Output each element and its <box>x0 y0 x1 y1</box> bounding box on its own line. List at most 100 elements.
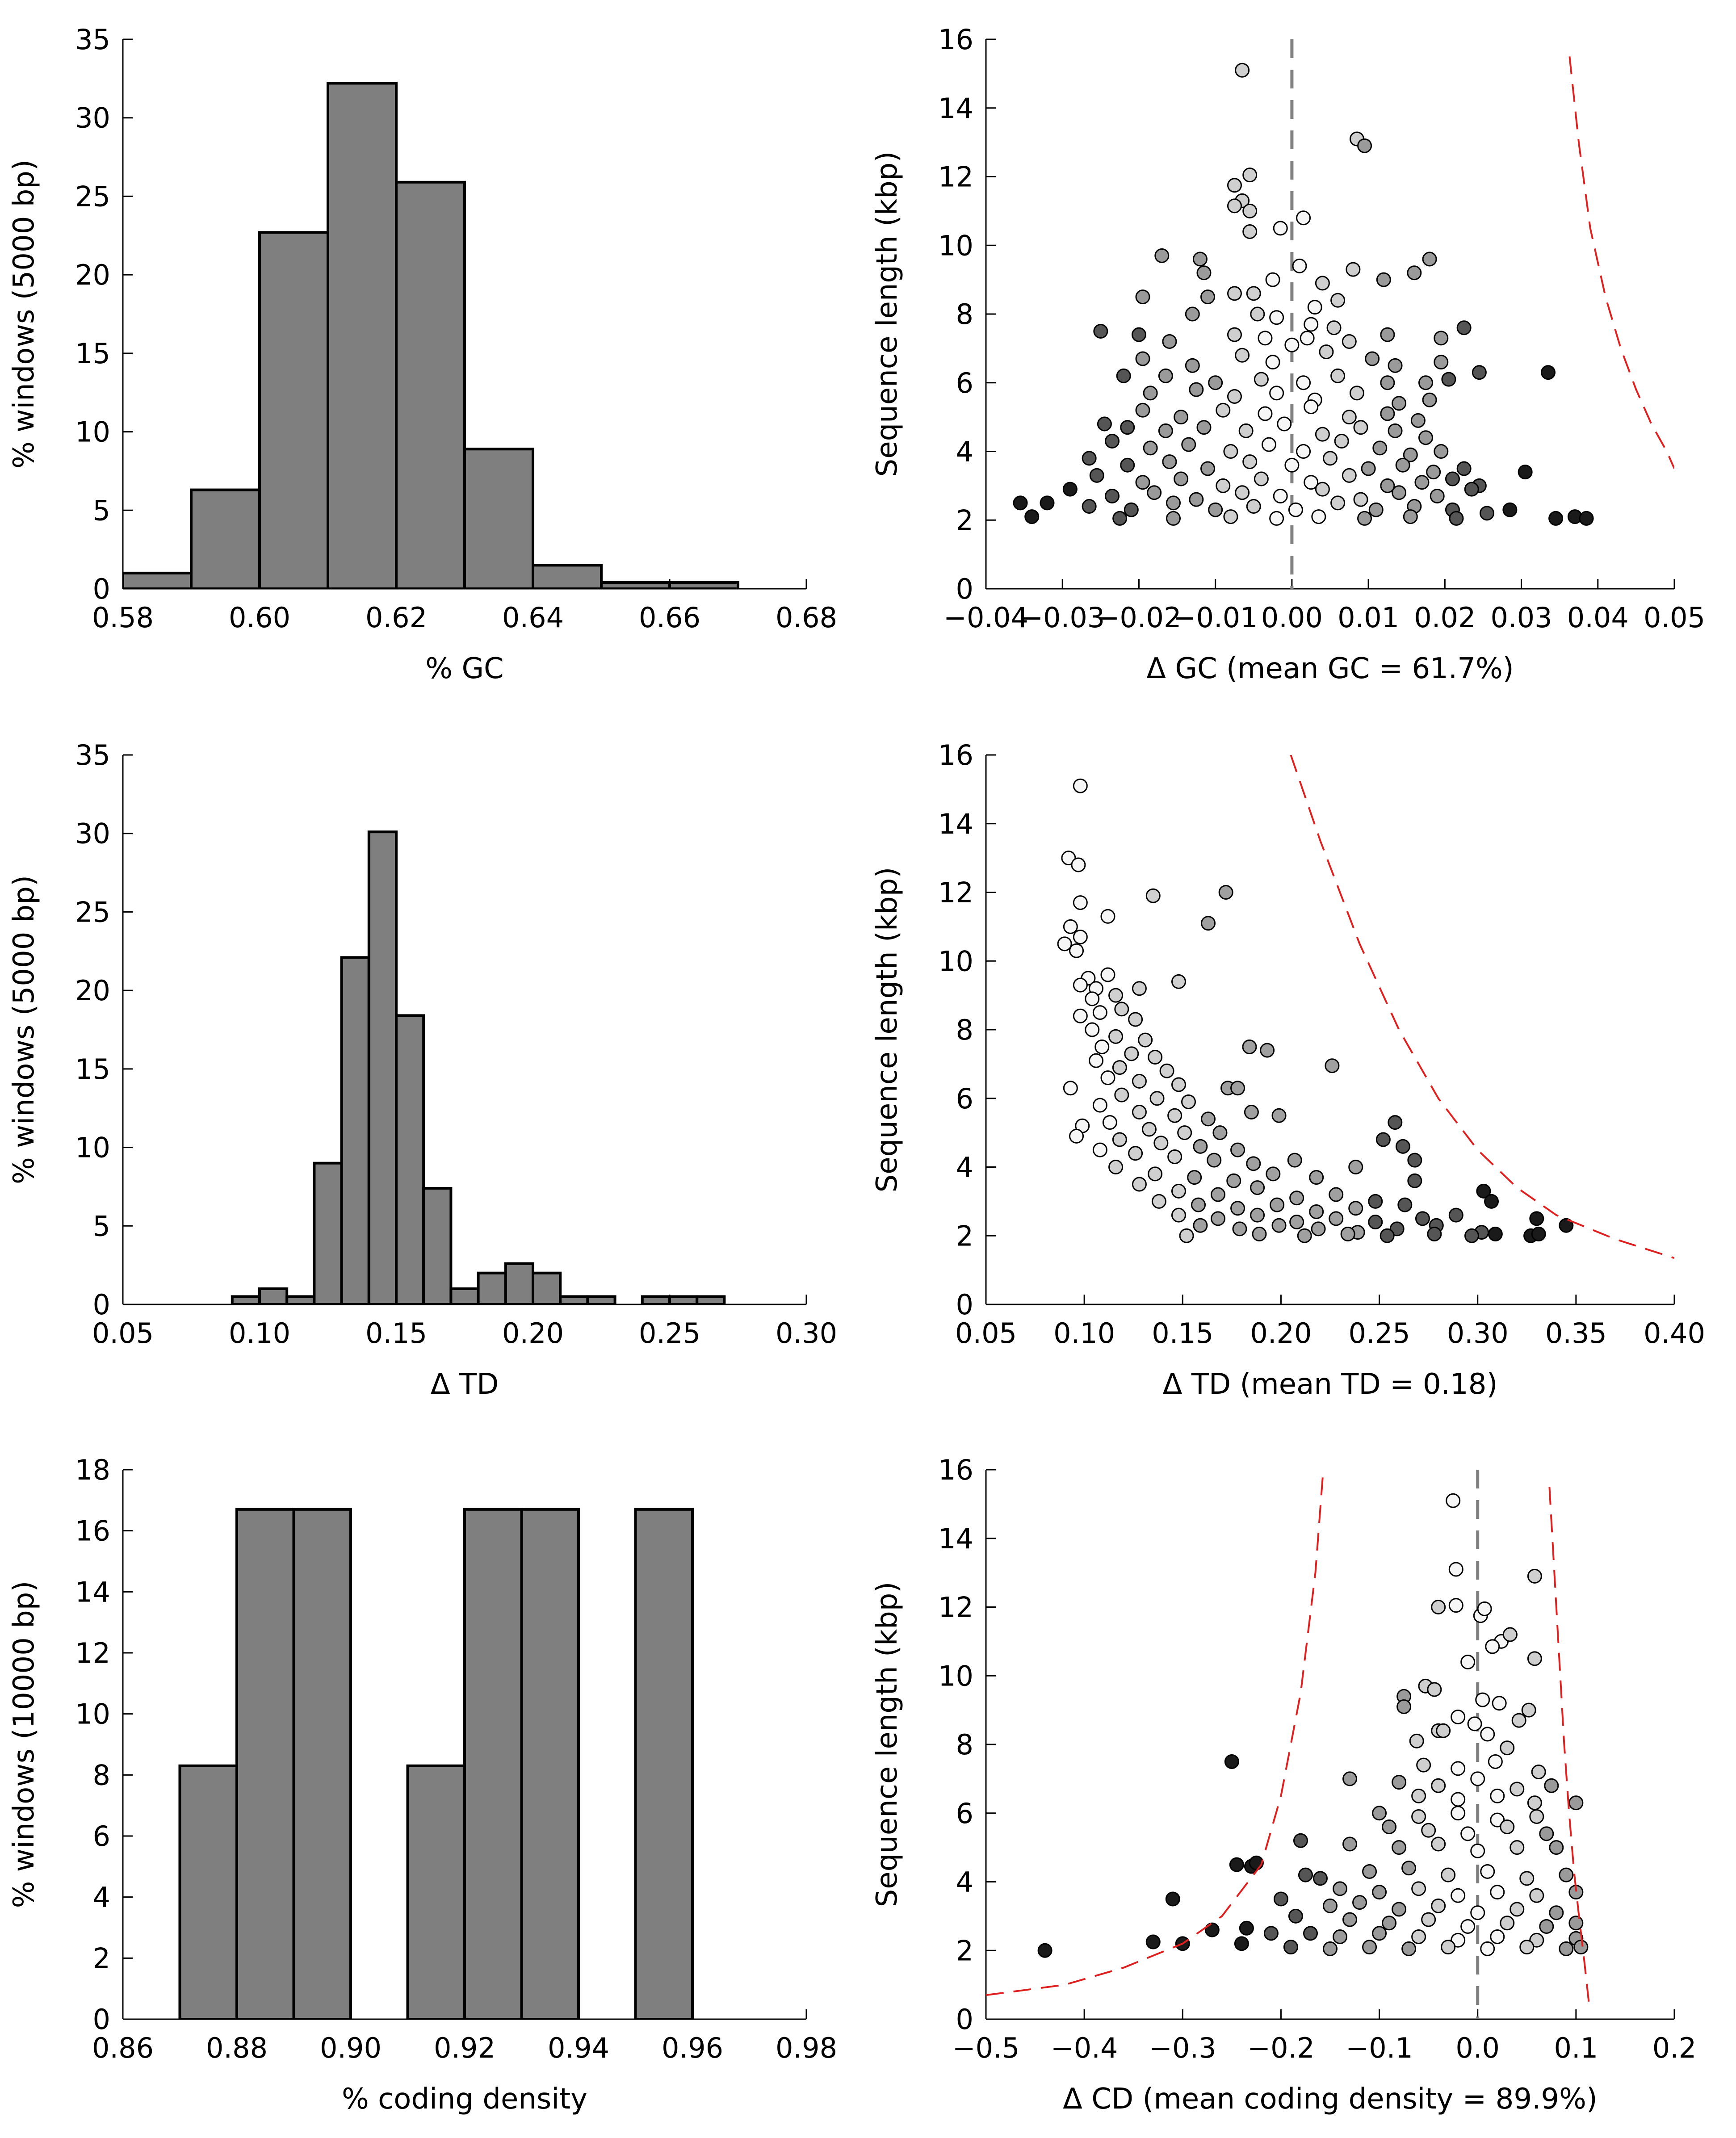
scatter-point <box>1196 420 1212 435</box>
scatter-point <box>1271 1108 1287 1123</box>
scatter-point <box>1200 461 1216 476</box>
scatter-point <box>1451 1806 1466 1821</box>
scatter-point <box>1519 1871 1535 1886</box>
x-tick-label: 0.90 <box>320 2032 382 2064</box>
scatter-point <box>1329 1211 1344 1226</box>
scatter-point <box>1174 410 1189 425</box>
scatter-point <box>1510 1782 1525 1797</box>
scatter-point <box>1073 1008 1088 1023</box>
scatter-point <box>1171 974 1186 989</box>
scatter-point <box>1451 1792 1466 1807</box>
scatter-point <box>1388 423 1403 438</box>
scatter-point <box>1069 1128 1084 1144</box>
scatter-point <box>1037 1943 1053 1958</box>
scatter-point <box>1211 1211 1226 1226</box>
scatter-point <box>1085 991 1100 1006</box>
scatter-point <box>1135 475 1150 490</box>
histogram-bar <box>367 830 398 1304</box>
scatter-point <box>1422 252 1437 267</box>
scatter-point <box>1105 433 1120 449</box>
histogram-bar <box>449 1287 480 1304</box>
scatter-point <box>1448 1562 1463 1577</box>
y-tick-label: 18 <box>75 1454 110 1486</box>
y-tick-label: 6 <box>956 1797 973 1830</box>
scatter-point <box>1380 1228 1395 1243</box>
scatter-point <box>1112 1132 1127 1147</box>
scatter-point <box>1403 447 1418 462</box>
x-tick-label: 0.00 <box>1261 601 1323 634</box>
scatter-point <box>1392 485 1407 500</box>
x-tick-label: 0.03 <box>1491 601 1552 634</box>
scatter-point <box>1388 358 1403 373</box>
scatter-point <box>1319 344 1334 360</box>
y-tick-label: 15 <box>75 337 110 370</box>
scatter-point <box>1325 1058 1340 1073</box>
histogram-bar <box>668 1295 699 1304</box>
scatter-point <box>1519 1940 1535 1955</box>
scatter-point <box>1216 402 1231 418</box>
scatter-point <box>1185 306 1200 322</box>
scatter-point <box>1416 1757 1431 1773</box>
scatter-point <box>1024 509 1040 524</box>
scatter-point <box>1464 482 1479 497</box>
scatter-point <box>1342 334 1357 349</box>
scatter-point <box>1063 919 1078 934</box>
scatter-point <box>1277 416 1292 432</box>
y-tick-label: 20 <box>75 974 110 1007</box>
y-tick-label: 12 <box>75 1637 110 1669</box>
scatter-point <box>1304 399 1319 415</box>
y-tick-label: 5 <box>93 494 110 527</box>
scatter-point <box>1201 916 1216 931</box>
x-tick-label: 0.92 <box>434 2032 495 2064</box>
scatter-point <box>1421 1912 1436 1927</box>
scatter-point <box>1340 1226 1355 1241</box>
scatter-point <box>1490 1885 1505 1900</box>
scatter-point <box>1333 1881 1348 1896</box>
scatter-point <box>1073 895 1088 910</box>
scatter-point <box>1193 1218 1208 1233</box>
histogram-bar <box>422 1186 453 1304</box>
scatter-point <box>1568 1916 1584 1931</box>
x-tick-label: −0.5 <box>952 2032 1020 2064</box>
scatter-point <box>1376 272 1391 287</box>
scatter-point <box>1389 1221 1405 1237</box>
scatter-point <box>1362 1864 1377 1879</box>
scatter-point <box>1162 454 1177 470</box>
scatter-point <box>1548 511 1564 526</box>
scatter-point <box>1250 306 1265 322</box>
scatter-point <box>1448 1207 1463 1223</box>
scatter-point <box>1431 1600 1446 1614</box>
scatter-point <box>1073 929 1088 944</box>
scatter-point <box>1108 1160 1124 1174</box>
scatter-point <box>1329 1187 1344 1202</box>
y-tick-label: 8 <box>956 298 973 331</box>
scatter-point <box>1124 1046 1139 1061</box>
scatter-point <box>1388 1115 1403 1130</box>
scatter-point <box>1246 1156 1261 1171</box>
scatter-point <box>1284 457 1300 473</box>
scatter-point <box>1230 1142 1245 1157</box>
scatter-point <box>1246 499 1261 514</box>
scatter-point <box>1250 1180 1265 1195</box>
x-tick-label: 0.64 <box>502 601 564 634</box>
scatter-point <box>1230 1201 1245 1216</box>
x-tick-label: 0.40 <box>1644 1317 1705 1350</box>
scatter-point <box>1258 406 1273 421</box>
y-tick-label: 0 <box>93 573 110 605</box>
scatter-point <box>1490 1812 1505 1828</box>
x-tick-label: 0.02 <box>1414 601 1476 634</box>
histogram-bar <box>477 1271 507 1304</box>
scatter-point <box>1451 1710 1466 1724</box>
histogram-bar <box>559 1295 589 1304</box>
scatter-point <box>1431 1836 1446 1852</box>
scatter-point <box>1397 1197 1413 1212</box>
scatter-point <box>1309 1170 1324 1185</box>
scatter-point <box>1062 482 1078 497</box>
x-tick-label: 0.15 <box>1152 1317 1213 1350</box>
scatter-point <box>1380 375 1395 390</box>
scatter-point <box>1529 1888 1544 1903</box>
y-tick-label: 14 <box>75 1576 110 1608</box>
y-tick-label: 2 <box>956 1220 973 1252</box>
y-tick-label: 5 <box>93 1210 110 1242</box>
